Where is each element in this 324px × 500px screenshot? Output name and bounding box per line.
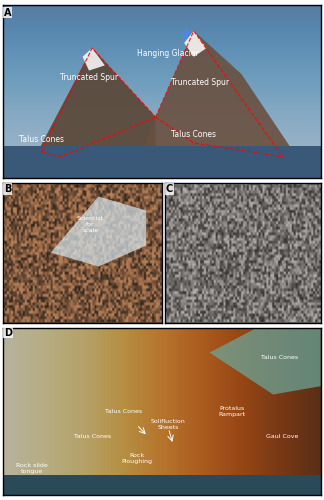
Text: D: D xyxy=(4,328,12,338)
Polygon shape xyxy=(184,31,206,56)
Text: Rock slide
tongue: Rock slide tongue xyxy=(16,463,48,473)
Text: Rock
Ploughing: Rock Ploughing xyxy=(121,453,152,464)
Polygon shape xyxy=(19,48,156,169)
Text: C: C xyxy=(166,184,173,194)
Text: A: A xyxy=(4,8,11,18)
Text: Talus Cones: Talus Cones xyxy=(19,135,64,144)
Polygon shape xyxy=(51,196,146,266)
Text: Truncated Spur: Truncated Spur xyxy=(60,73,118,82)
Bar xyxy=(3,146,321,178)
Text: Talus Cones: Talus Cones xyxy=(105,409,143,414)
Text: B: B xyxy=(4,184,11,194)
Text: Gaul Cove: Gaul Cove xyxy=(266,434,299,439)
Text: Truncated Spur: Truncated Spur xyxy=(171,78,229,87)
Polygon shape xyxy=(210,328,321,394)
Polygon shape xyxy=(83,48,105,70)
Text: Scientist
for
scale: Scientist for scale xyxy=(77,216,104,233)
Polygon shape xyxy=(137,31,305,169)
Text: Solifluction
Sheets: Solifluction Sheets xyxy=(151,419,186,430)
Bar xyxy=(3,475,321,495)
Text: Talus Cones: Talus Cones xyxy=(261,355,298,360)
Text: Hanging Glacier: Hanging Glacier xyxy=(137,49,199,58)
Text: Protalus
Rampart: Protalus Rampart xyxy=(218,406,245,416)
Text: Talus Cones: Talus Cones xyxy=(171,130,216,139)
Text: Talus Cones: Talus Cones xyxy=(74,434,111,439)
